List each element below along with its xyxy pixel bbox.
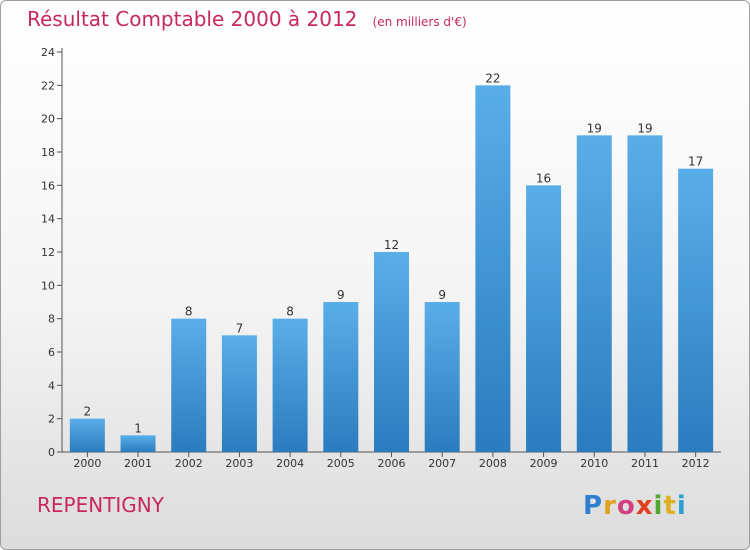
bar [171, 318, 207, 452]
y-tick-label: 10 [41, 279, 55, 292]
value-labels: 2 1 8 7 8 9 12 9 22 16 19 19 17 [84, 71, 704, 435]
x-axis: 2000 2001 2002 2003 2004 2005 2006 2007 2008 2009… [62, 451, 721, 470]
data-label: 16 [536, 171, 551, 185]
x-tick-label: 2012 [682, 457, 710, 470]
x-tick-label: 2004 [276, 457, 304, 470]
x-tick-label: 2010 [580, 457, 608, 470]
data-label: 8 [185, 305, 193, 319]
bar [374, 252, 409, 452]
x-tick-label: 2008 [479, 457, 507, 470]
x-tick-label: 2007 [428, 457, 456, 470]
y-tick-label: 16 [41, 179, 55, 192]
x-tick-label: 2002 [175, 457, 203, 470]
y-tick-label: 8 [48, 313, 55, 326]
x-tick-label: 2009 [530, 457, 558, 470]
data-label: 2 [84, 405, 92, 419]
chart-title: Résultat Comptable 2000 à 2012 (en milli… [27, 7, 467, 31]
logo-letter: r [603, 491, 617, 521]
y-tick-label: 14 [41, 213, 55, 226]
y-tick-label: 18 [41, 146, 55, 159]
logo-letter: i [676, 491, 687, 521]
bar [475, 85, 511, 452]
y-tick-label: 22 [41, 79, 55, 92]
bars [69, 85, 714, 453]
x-tick-label: 2006 [378, 457, 406, 470]
bar [526, 185, 562, 453]
data-label: 9 [337, 288, 345, 302]
bar [272, 318, 308, 452]
bar [576, 135, 612, 453]
y-tick-label: 4 [48, 379, 55, 392]
data-label: 22 [485, 71, 500, 85]
bar [323, 302, 359, 452]
data-label: 19 [637, 121, 652, 135]
chart-title-main: Résultat Comptable 2000 à 2012 [27, 7, 358, 31]
y-tick-label: 20 [41, 113, 55, 126]
logo-letter: x [635, 491, 654, 521]
x-tick-label: 2005 [327, 457, 355, 470]
x-tick-label: 2001 [124, 457, 152, 470]
data-label: 9 [438, 288, 446, 302]
x-tick-label: 2003 [225, 457, 253, 470]
bar [221, 335, 257, 452]
y-tick-label: 24 [41, 46, 55, 59]
commune-name: REPENTIGNY [37, 493, 164, 517]
logo-letter: P [583, 491, 604, 521]
bar [69, 418, 105, 452]
data-label: 19 [587, 121, 602, 135]
bar [627, 135, 663, 453]
logo-letter: o [616, 491, 636, 521]
bar [120, 435, 156, 452]
data-label: 7 [236, 321, 244, 335]
x-tick-label: 2011 [631, 457, 659, 470]
logo-letter: i [653, 491, 664, 521]
bar [424, 302, 460, 452]
data-label: 12 [384, 238, 399, 252]
y-tick-label: 2 [48, 413, 55, 426]
y-tick-label: 6 [48, 346, 55, 359]
y-tick-label: 0 [48, 446, 55, 459]
logo-letter: t [663, 491, 677, 521]
data-label: 17 [688, 155, 703, 169]
chart-unit-label: (en milliers d'€) [372, 15, 467, 29]
data-label: 1 [134, 421, 142, 435]
proxiti-logo: Proxiti [583, 491, 687, 521]
x-tick-label: 2000 [73, 457, 101, 470]
data-label: 8 [286, 305, 294, 319]
y-tick-label: 12 [41, 246, 55, 259]
bar [678, 168, 714, 452]
